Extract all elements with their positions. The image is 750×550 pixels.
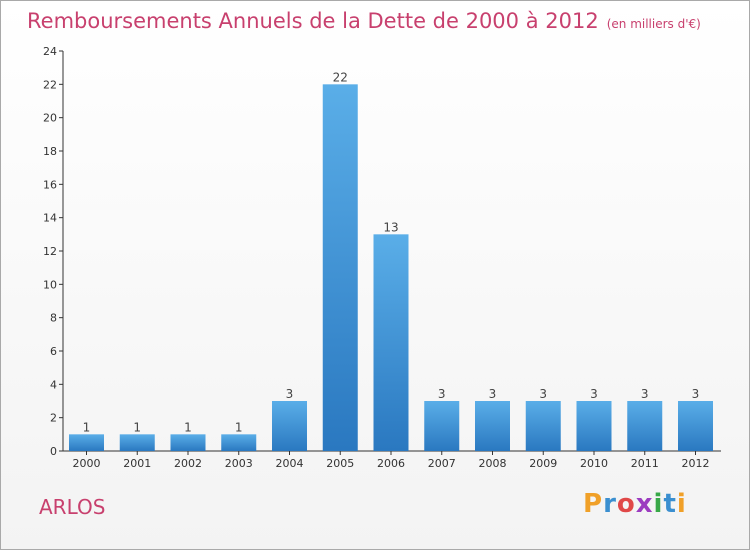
data-label-2001: 1 [133,420,141,434]
x-tick-label-2003: 2003 [225,457,253,470]
bar-2012 [678,401,713,451]
y-tick-label: 10 [43,278,57,291]
x-tick-label-2002: 2002 [174,457,202,470]
x-tick-label-2000: 2000 [73,457,101,470]
x-tick-label-2004: 2004 [276,457,304,470]
y-tick-label: 16 [43,178,57,191]
logo-letter: o [616,489,636,519]
data-label-2002: 1 [184,420,192,434]
y-tick-label: 12 [43,245,57,258]
logo-letter: x [635,489,654,519]
data-label-2011: 3 [641,387,649,401]
y-tick-label: 4 [50,378,57,391]
data-label-2000: 1 [83,420,91,434]
x-tick-label-2009: 2009 [529,457,557,470]
data-label-2008: 3 [489,387,497,401]
data-label-2005: 22 [333,70,348,84]
x-tick-label-2006: 2006 [377,457,405,470]
bar-2004 [272,401,307,451]
data-label-2007: 3 [438,387,446,401]
data-label-2004: 3 [286,387,294,401]
logo-letter: i [653,489,664,519]
y-tick-label: 2 [50,412,57,425]
bar-2003 [221,434,257,451]
y-tick-label: 14 [43,212,57,225]
data-label-2006: 13 [383,220,398,234]
x-tick-label-2012: 2012 [682,457,710,470]
x-tick-label-2005: 2005 [326,457,354,470]
bar-2002 [170,434,206,451]
bar-2001 [119,434,155,451]
y-tick-label: 6 [50,345,57,358]
bar-2006 [373,234,409,451]
bar-2008 [475,401,510,451]
data-label-2012: 3 [692,387,700,401]
logo-letter: r [603,489,617,519]
x-tick-label-2008: 2008 [479,457,507,470]
place-name: ARLOS [39,495,106,519]
x-tick-label-2011: 2011 [631,457,659,470]
data-label-2009: 3 [539,387,547,401]
logo-letter: P [583,489,604,519]
chart-title: Remboursements Annuels de la Dette de 20… [27,9,701,33]
y-tick-label: 22 [43,78,57,91]
y-tick-label: 8 [50,312,57,325]
logo-letter: i [676,489,687,519]
bar-2007 [424,401,460,451]
bar-2011 [627,401,663,451]
bar-2005 [322,84,358,451]
y-tick-label: 18 [43,145,57,158]
y-tick-label: 24 [43,45,57,58]
x-tick-label-2010: 2010 [580,457,608,470]
data-label-2010: 3 [590,387,598,401]
bar-2010 [576,401,612,451]
logo-letter: t [663,489,677,519]
y-tick-label: 20 [43,112,57,125]
bar-2009 [525,401,561,451]
data-label-2003: 1 [235,420,243,434]
chart-title-text: Remboursements Annuels de la Dette de 20… [27,9,599,33]
x-tick-label-2007: 2007 [428,457,456,470]
proxiti-logo[interactable]: Proxiti [583,489,687,519]
bar-2000 [69,434,104,451]
unit-note: (en milliers d'€) [606,17,701,31]
y-tick-label: 0 [50,445,57,458]
x-tick-label-2001: 2001 [123,457,151,470]
